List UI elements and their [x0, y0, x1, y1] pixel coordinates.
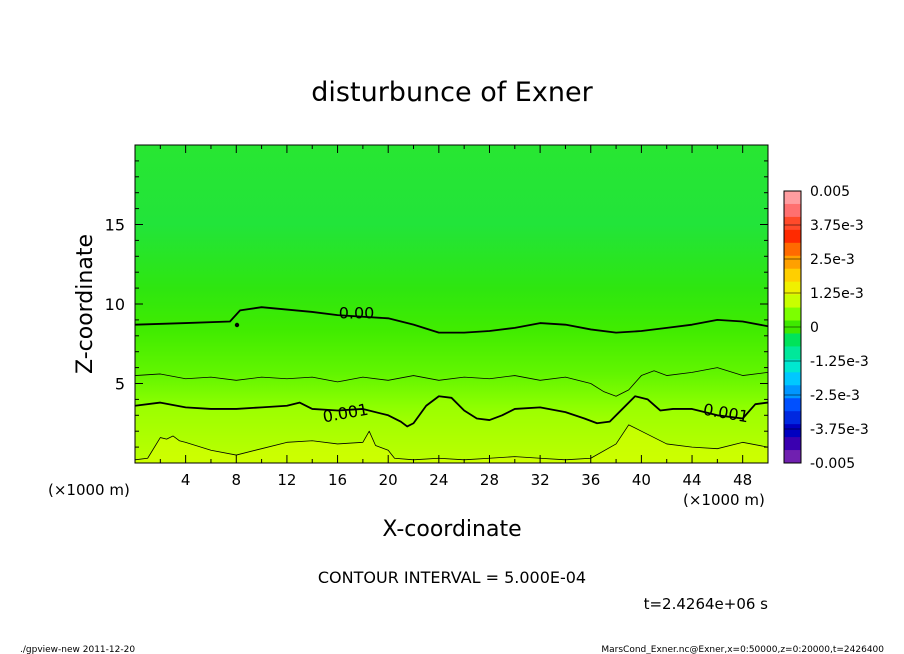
x-axis-label: X-coordinate — [382, 517, 521, 542]
field-band — [135, 424, 768, 463]
colorbar-swatch — [784, 385, 801, 399]
x-unit-right: (×1000 m) — [683, 491, 765, 509]
colorbar-swatch — [784, 191, 801, 205]
x-unit-left: (×1000 m) — [48, 481, 130, 499]
field-bands — [135, 396, 768, 463]
contour-line — [135, 367, 768, 397]
contour-line — [135, 424, 768, 461]
colorbar-swatch — [784, 307, 801, 322]
colorbar-swatch — [784, 216, 801, 231]
colorbar-swatch — [784, 255, 801, 270]
plot-area: 0.000.001 0.001 — [134, 144, 769, 464]
contour-line — [135, 395, 768, 428]
x-tick-label: 44 — [682, 471, 701, 489]
colorbar-swatch — [784, 411, 801, 425]
x-tick-label: 48 — [733, 471, 752, 489]
x-tick-label: 16 — [328, 471, 347, 489]
x-tick-label: 32 — [531, 471, 550, 489]
chart-title: disturbunce of Exner — [311, 77, 593, 108]
time-label: t=2.4264e+06 s — [644, 595, 769, 613]
colorbar-swatch — [784, 229, 801, 244]
x-tick-label: 24 — [429, 471, 448, 489]
y-tick-label: 10 — [105, 295, 125, 314]
colorbar-swatch — [784, 268, 801, 283]
colorbar-label: 2.5e-3 — [810, 252, 855, 268]
x-tick-label: 28 — [480, 471, 499, 489]
colorbar-swatch — [784, 424, 801, 438]
colorbar-label: 0 — [810, 320, 819, 336]
x-tick-label: 12 — [277, 471, 296, 489]
x-tick-label: 4 — [181, 471, 191, 489]
colorbar-swatch — [784, 398, 801, 412]
x-tick-label: 36 — [581, 471, 600, 489]
colorbar-swatch — [784, 333, 801, 347]
contour-line — [135, 306, 768, 334]
x-tick-label: 40 — [632, 471, 651, 489]
colorbar-swatch — [784, 450, 801, 464]
colorbar-label: 3.75e-3 — [810, 218, 864, 234]
colorbar-swatch — [784, 294, 801, 309]
x-axis: 4 8 12 16 20 24 28 32 36 40 44 48 — [159, 145, 752, 489]
colorbar-swatch — [784, 437, 801, 451]
x-tick-label: 8 — [232, 471, 242, 489]
colorbar-label: 1.25e-3 — [810, 286, 864, 302]
colorbar-label: 0.005 — [810, 184, 850, 200]
x-tick-label: 20 — [379, 471, 398, 489]
colorbar-swatch — [784, 346, 801, 360]
colorbar-swatch — [784, 359, 801, 373]
contour-interval-text: CONTOUR INTERVAL = 5.000E-04 — [318, 568, 586, 587]
colorbar-label: -2.5e-3 — [810, 388, 860, 404]
y-axis: 5 10 15 — [105, 160, 768, 448]
contour-marker-dot — [234, 322, 240, 328]
colorbar-swatch — [784, 203, 801, 218]
colorbar-label: -1.25e-3 — [810, 354, 869, 370]
colorbar-label: -3.75e-3 — [810, 422, 869, 438]
y-tick-label: 15 — [105, 216, 125, 235]
colorbar-label: -0.005 — [810, 456, 855, 472]
colorbar-swatch — [784, 242, 801, 257]
colorbar-swatch — [784, 372, 801, 386]
footer-left-meta: ./gpview-new 2011-12-20 — [20, 645, 135, 654]
y-axis-label: Z-coordinate — [73, 234, 98, 374]
y-tick-label: 5 — [115, 375, 125, 394]
colorbar-swatch — [784, 281, 801, 296]
contour-label: 0.00 — [339, 303, 375, 322]
contour-lines — [135, 306, 768, 461]
colorbar: 0.005 3.75e-3 2.5e-3 1.25e-3 0 -1.25e-3 -2.5e-… — [783, 184, 869, 472]
footer-right-meta: MarsCond_Exner.nc@Exner,x=0:50000,z=0:20… — [601, 645, 884, 654]
